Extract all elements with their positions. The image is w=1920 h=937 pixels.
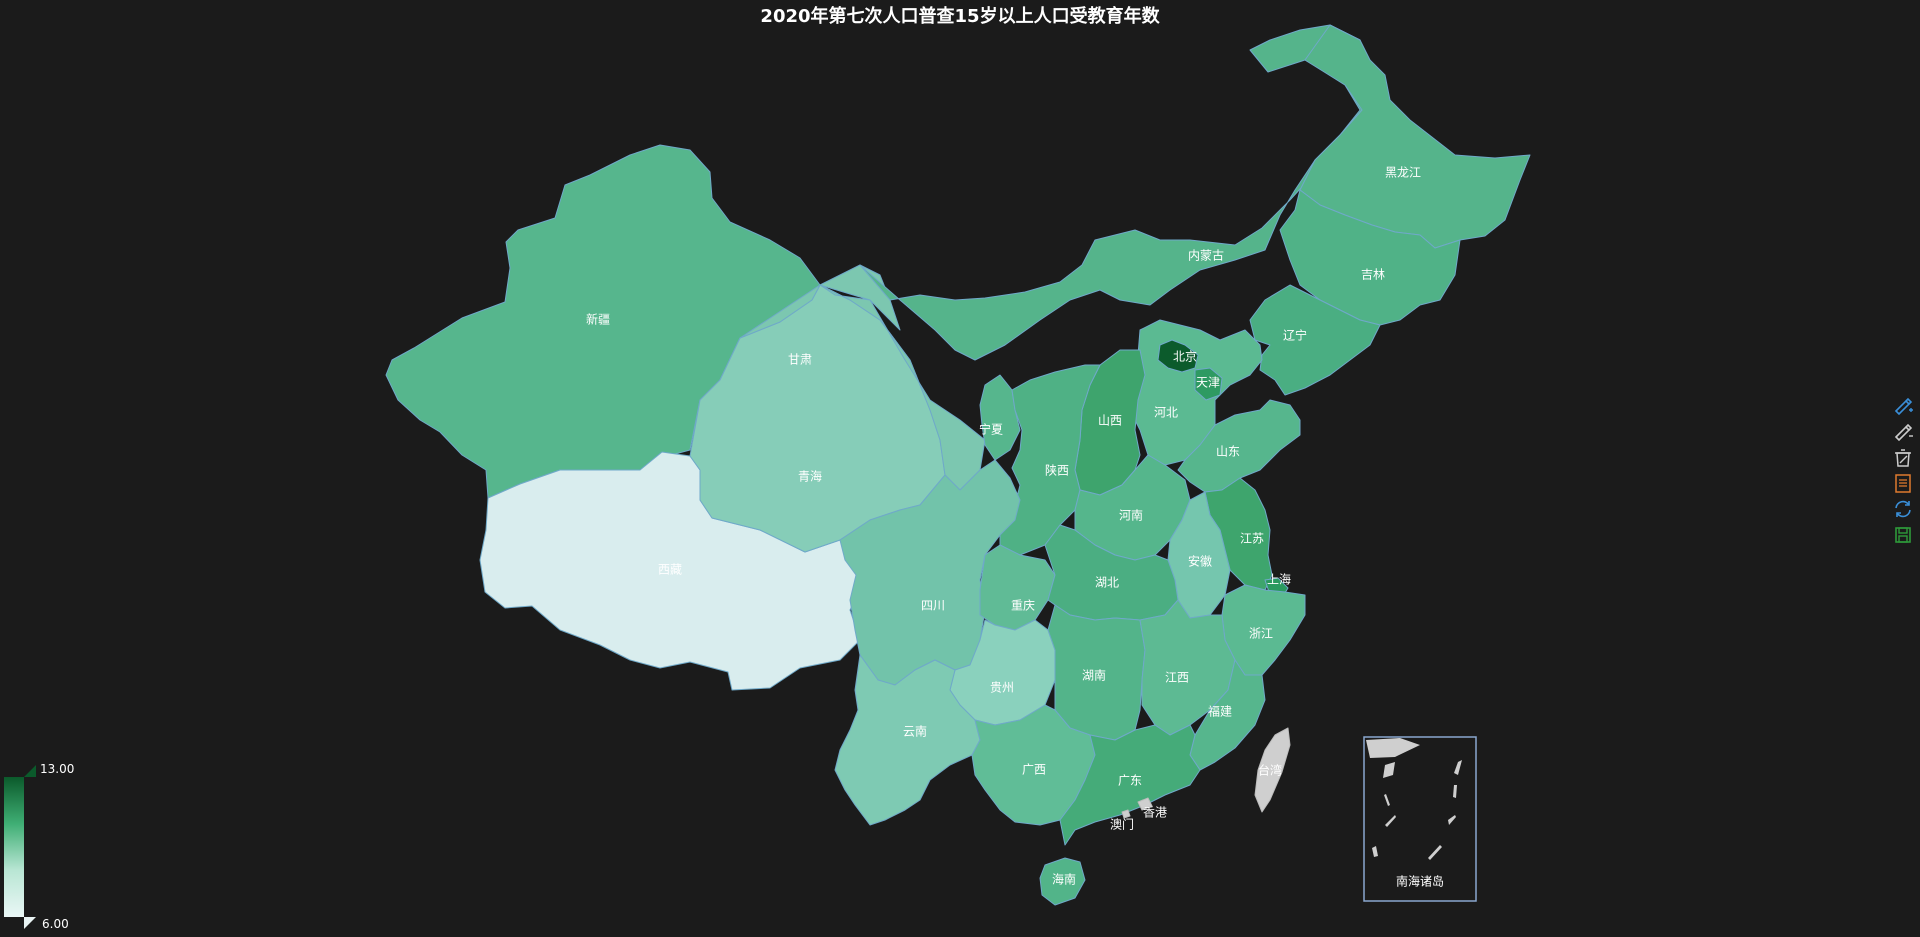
label-aomen: 澳门	[1110, 817, 1134, 832]
save-image-icon[interactable]	[1892, 524, 1914, 546]
visual-map-legend[interactable]: 13.00 6.00	[4, 762, 84, 932]
visual-map-gradient-bar[interactable]	[4, 777, 24, 917]
trash-icon[interactable]	[1892, 446, 1914, 468]
visual-map-min-label: 6.00	[42, 917, 69, 931]
nanhai-inset	[1363, 736, 1477, 902]
province-aomen[interactable]	[1121, 809, 1131, 819]
refresh-icon[interactable]	[1892, 498, 1914, 520]
province-xianggang[interactable]	[1137, 797, 1153, 811]
chart-title: 2020年第七次人口普查15岁以上人口受教育年数	[760, 6, 1160, 27]
visual-map-max-handle[interactable]	[24, 765, 36, 777]
province-taiwan[interactable]	[1254, 727, 1291, 813]
brush-icon[interactable]	[1892, 394, 1914, 416]
province-guangdong[interactable]	[1059, 724, 1201, 846]
province-ningxia[interactable]	[979, 374, 1021, 461]
province-hainan[interactable]	[1039, 857, 1086, 906]
province-liaoning[interactable]	[1249, 284, 1381, 396]
province-yunnan[interactable]	[834, 654, 981, 826]
province-shandong[interactable]	[1177, 399, 1301, 493]
visual-map-min-handle[interactable]	[24, 917, 36, 929]
data-view-icon[interactable]	[1892, 472, 1914, 494]
province-tianjin[interactable]	[1194, 367, 1223, 401]
toolbox	[1892, 394, 1914, 550]
province-jilin[interactable]	[1279, 189, 1461, 326]
province-heilongjiang[interactable]	[1299, 24, 1531, 249]
province-chongqing[interactable]	[979, 544, 1056, 631]
visual-map-max-label: 13.00	[40, 762, 75, 776]
label-nanhai: 南海诸岛	[1396, 874, 1444, 889]
province-beijing[interactable]	[1157, 339, 1199, 373]
brush-clear-icon[interactable]	[1892, 420, 1914, 442]
